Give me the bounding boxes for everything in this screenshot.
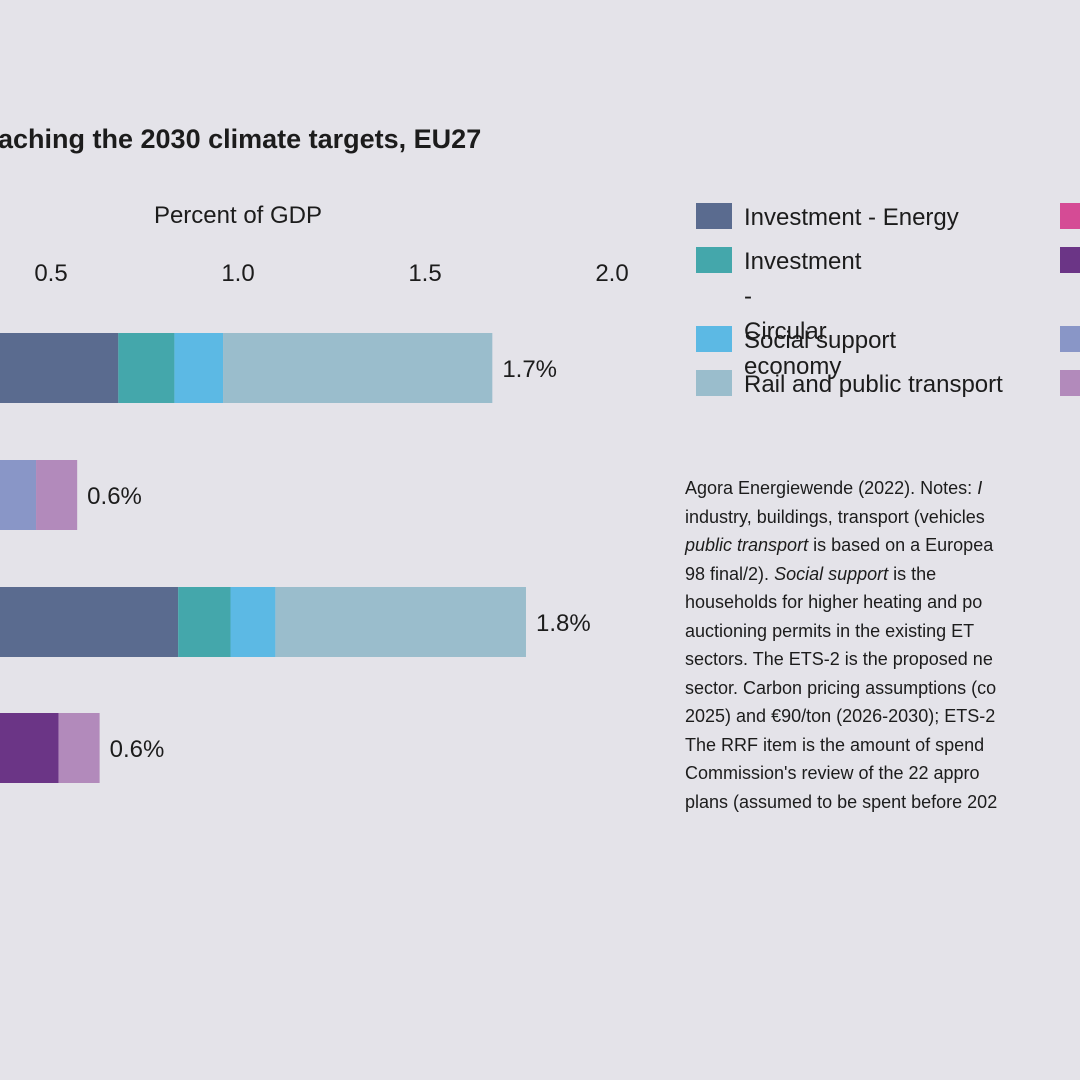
notes-line: Commission's review of the 22 appro [685,759,1080,788]
bar-segment-rail-public-transport [223,333,493,403]
legend-swatch [696,203,732,229]
legend-item-investment-energy: Investment - Energy [696,200,959,235]
notes-text: is based on a Europea [808,535,994,555]
legend-label: Investment - Energy [744,204,959,231]
notes-text: households for higher heating and po [685,592,983,612]
notes-line: sector. Carbon pricing assumptions (co [685,674,1080,703]
x-tick-label: 1.5 [408,260,441,287]
bar-segment-investment-circular [118,333,175,403]
notes-text: plans (assumed to be spent before 202 [685,791,998,812]
notes-italic-text: Social support [774,563,889,584]
notes-text: sectors. The ETS-2 is the proposed ne [685,649,993,669]
notes-italic-text: I [977,478,983,498]
x-axis-label: Percent of GDP [154,202,322,229]
chart-title: aching the 2030 climate targets, EU27 [0,124,482,154]
bar-segment-investment-energy [0,333,119,403]
bars-group: 1.7% 0.6% 1.8% 0.6% [0,333,591,783]
legend-label: Rail and public transport [744,371,1003,398]
bar-segment-purple-series [0,713,59,783]
bar-segment-periwinkle-series [0,460,37,530]
legend-swatch-purple [1060,247,1080,273]
bar-segment-mauve-series [36,460,78,530]
bar-segment-investment-energy [0,587,179,657]
notes-text: The RRF item is the amount of spend [685,734,985,755]
bar-total-label: 1.8% [536,610,591,637]
notes-text: 2025) and €90/ton (2026-2030); ETS-2 [685,706,996,726]
notes-text: 98 final/2). [685,563,775,584]
x-tick-label: 1.0 [221,260,254,287]
notes-text: is the [888,563,937,584]
notes-text: Commission's review of the 22 appro [685,763,980,783]
stacked-bar-chart: Percent of GDP 0.5 1.0 1.5 2.0 1.7% 0.6% 1.8%… [0,202,629,783]
notes-line: industry, buildings, transport (vehicles [685,503,1080,532]
legend-swatch [696,247,732,273]
notes-line: auctioning permits in the existing ET [685,617,1080,646]
legend-swatch [696,326,732,352]
notes-text: industry, buildings, transport (vehicles [685,506,985,527]
legend-swatch [696,370,732,396]
bar-segment-social-support [230,587,276,657]
notes-line: Agora Energiewende (2022). Notes: I [685,474,1080,503]
notes-text: auctioning permits in the existing ET [685,620,975,641]
legend-swatch-magenta [1060,203,1080,229]
bar-segment-mauve-series [58,713,100,783]
notes-italic-text: public transport [685,535,809,555]
notes-line: 98 final/2). Social support is the [685,560,1080,589]
notes-line: plans (assumed to be spent before 202 [685,788,1080,817]
x-tick-label: 2.0 [595,260,628,287]
legend-item-social-support: Social support [696,323,896,358]
notes-text: Agora Energiewende (2022). Notes: [685,478,978,498]
bar-total-label: 0.6% [110,736,165,763]
legend-item-rail-public-transport: Rail and public transport [696,367,1003,402]
notes-text: sector. Carbon pricing assumptions (co [685,677,997,698]
notes-line: The RRF item is the amount of spend [685,731,1080,760]
bar-segment-social-support [174,333,224,403]
x-axis-ticks: 0.5 1.0 1.5 2.0 [34,260,628,287]
legend-swatch-mauve [1060,370,1080,396]
bar-segment-rail-public-transport [275,587,526,657]
bar-total-label: 0.6% [87,483,142,510]
bar-segment-investment-circular [178,587,231,657]
legend-label: Investment - Circular economy [744,248,862,380]
bar-total-label: 1.7% [502,356,557,383]
legend-swatch-periwinkle [1060,326,1080,352]
notes-line: households for higher heating and po [685,588,1080,617]
legend-item-investment-circular: Investment - Circular economy [696,244,861,384]
x-tick-label: 0.5 [34,260,67,287]
notes-line: public transport is based on a Europea [685,531,1080,560]
notes-line: 2025) and €90/ton (2026-2030); ETS-2 [685,702,1080,731]
notes-line: sectors. The ETS-2 is the proposed ne [685,645,1080,674]
legend-label: Social support [744,327,897,354]
